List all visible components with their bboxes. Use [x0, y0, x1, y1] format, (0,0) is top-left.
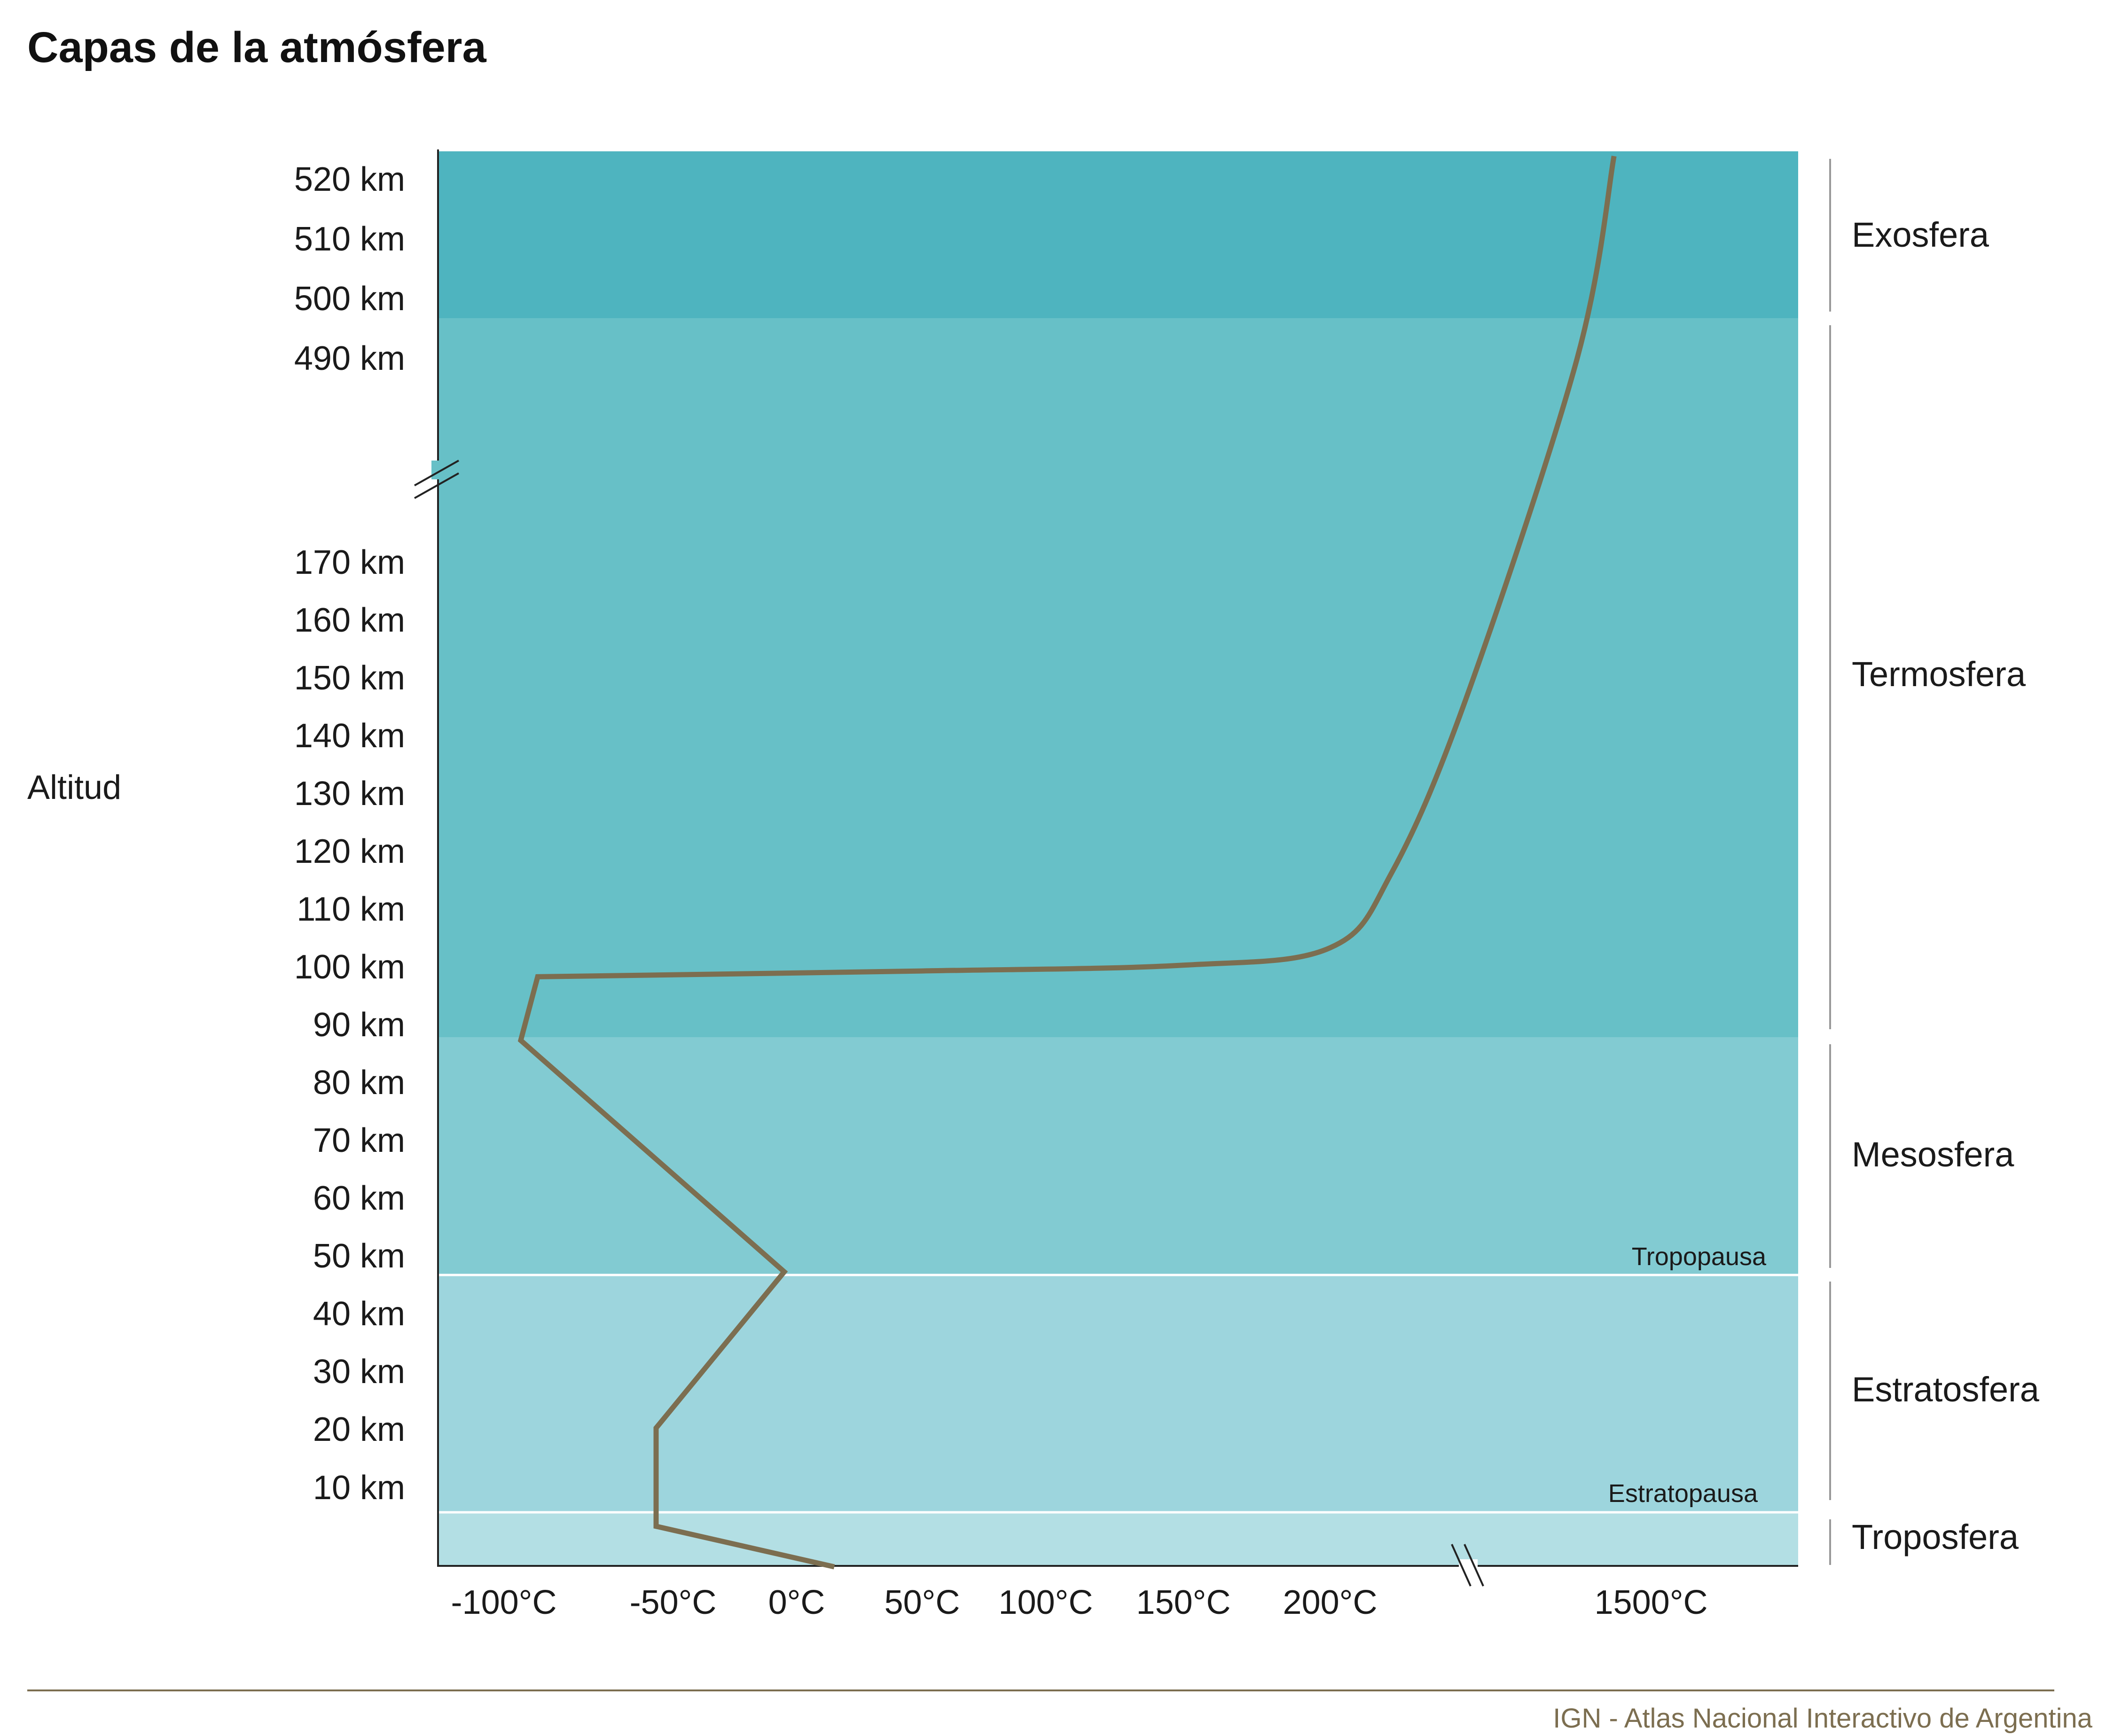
temperature-curve	[517, 156, 1617, 1570]
y-tick-label: 90 km	[313, 1006, 405, 1044]
y-tick-label: 50 km	[313, 1237, 405, 1275]
y-tick-label: 110 km	[297, 891, 405, 928]
y-tick-label: 160 km	[294, 602, 405, 639]
y-axis-break-mark	[414, 460, 459, 499]
source-credit: IGN - Atlas Nacional Interactivo de Arge…	[1553, 1703, 2092, 1734]
layer-band-estratosfera	[437, 1275, 1798, 1512]
layer-label-termosfera: Termosfera	[1852, 655, 2026, 694]
estratopausa-label: Tropopausa	[1632, 1243, 1767, 1271]
y-tick-label: 520 km	[294, 161, 405, 198]
y-tick-label: 10 km	[313, 1469, 405, 1507]
layer-label-mesosfera: Mesosfera	[1852, 1135, 2014, 1174]
layer-band-mesosfera	[437, 1037, 1798, 1275]
y-tick-label: 40 km	[313, 1295, 405, 1333]
x-tick-label: 1500°C	[1595, 1584, 1708, 1621]
x-tick-label: -100°C	[451, 1584, 557, 1621]
x-tick-label: 50°C	[885, 1584, 960, 1621]
y-tick-label: 150 km	[294, 659, 405, 697]
y-tick-label: 100 km	[294, 948, 405, 986]
y-tick-label: 120 km	[294, 833, 405, 870]
y-tick-label: 60 km	[313, 1180, 405, 1217]
chart-title: Capas de la atmósfera	[27, 23, 486, 71]
x-tick-label: 0°C	[768, 1584, 825, 1621]
y-tick-label: 170 km	[294, 544, 405, 581]
y-tick-label: 30 km	[313, 1353, 405, 1391]
layer-band-exosfera	[437, 151, 1798, 318]
layer-band-troposfera	[437, 1512, 1798, 1567]
x-tick-label: 150°C	[1136, 1584, 1231, 1621]
y-tick-label: 510 km	[294, 220, 405, 258]
y-tick-label: 70 km	[313, 1122, 405, 1159]
y-axis-title: Altitud	[27, 769, 121, 806]
x-tick-label: 100°C	[999, 1584, 1093, 1621]
x-tick-label: -50°C	[630, 1584, 717, 1621]
tropopausa-label: Estratopausa	[1608, 1479, 1758, 1508]
y-tick-label: 490 km	[294, 340, 405, 377]
layer-label-estratosfera: Estratosfera	[1852, 1370, 2040, 1409]
y-tick-label: 80 km	[313, 1064, 405, 1102]
layer-band-termosfera	[437, 318, 1798, 1037]
x-tick-label: 200°C	[1283, 1584, 1378, 1621]
y-tick-label: 20 km	[313, 1411, 405, 1448]
layer-label-exosfera: Exosfera	[1852, 215, 1989, 254]
y-tick-label: 140 km	[294, 717, 405, 755]
y-tick-label: 500 km	[294, 280, 405, 318]
layer-label-troposfera: Troposfera	[1852, 1517, 2019, 1556]
x-axis-break-mark	[1451, 1544, 1484, 1587]
y-tick-label: 130 km	[294, 775, 405, 813]
